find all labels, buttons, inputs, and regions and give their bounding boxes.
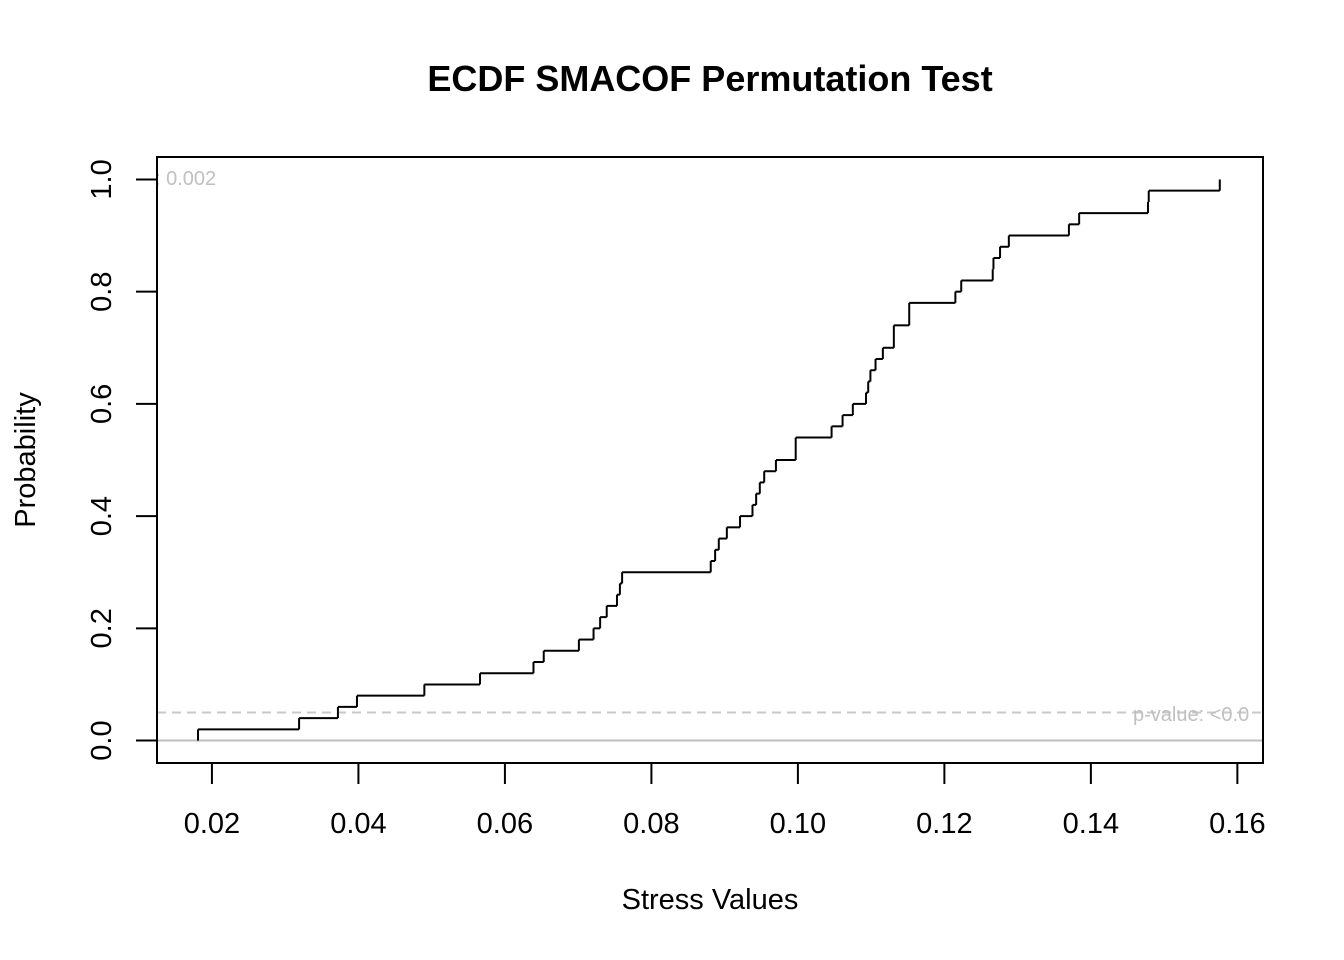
- x-tick-label: 0.16: [1209, 808, 1265, 840]
- x-tick-label: 0.10: [770, 808, 826, 840]
- plot-area: p-value: <0.0 : 0.002: [155, 168, 1263, 742]
- x-tick-label: 0.02: [184, 808, 240, 840]
- p-value-annotation: p-value: <0.0: [1133, 704, 1249, 726]
- y-tick-label: 0.2: [86, 608, 118, 648]
- x-axis-label: Stress Values: [622, 884, 799, 916]
- y-tick-label: 0.6: [86, 384, 118, 424]
- y-tick-label: 1.0: [86, 159, 118, 199]
- x-tick-label: 0.04: [330, 808, 386, 840]
- chart-title: ECDF SMACOF Permutation Test: [427, 58, 992, 99]
- y-tick-label: 0.8: [86, 272, 118, 312]
- x-tick-label: 0.14: [1063, 808, 1119, 840]
- x-tick-label: 0.12: [916, 808, 972, 840]
- x-tick-label: 0.08: [623, 808, 679, 840]
- ecdf-series: [197, 179, 1221, 741]
- y-tick-label: 0.4: [86, 496, 118, 536]
- x-tick-label: 0.06: [477, 808, 533, 840]
- y-axis: 0.0 0.2 0.4 0.6 0.8 1.0: [86, 159, 158, 761]
- y-tick-label: 0.0: [86, 720, 118, 760]
- x-axis: 0.02 0.04 0.06 0.08 0.10 0.12 0.14 0.16: [184, 762, 1266, 840]
- y-axis-label: Probability: [10, 392, 42, 528]
- top-left-annotation: : 0.002: [155, 168, 216, 190]
